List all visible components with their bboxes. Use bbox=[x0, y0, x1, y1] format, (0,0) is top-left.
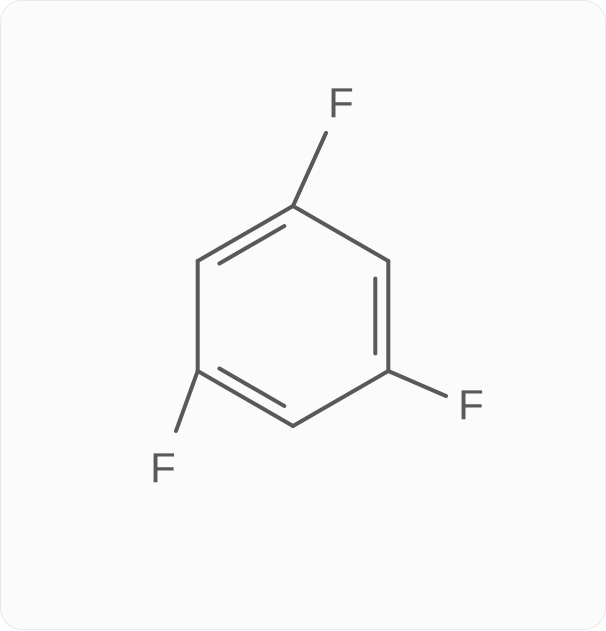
atom-label-f3: F bbox=[150, 447, 176, 489]
molecule-svg bbox=[1, 1, 606, 631]
atom-label-f1: F bbox=[328, 82, 354, 124]
molecule-canvas: F F F bbox=[0, 0, 606, 630]
atom-label-f2: F bbox=[458, 384, 484, 426]
